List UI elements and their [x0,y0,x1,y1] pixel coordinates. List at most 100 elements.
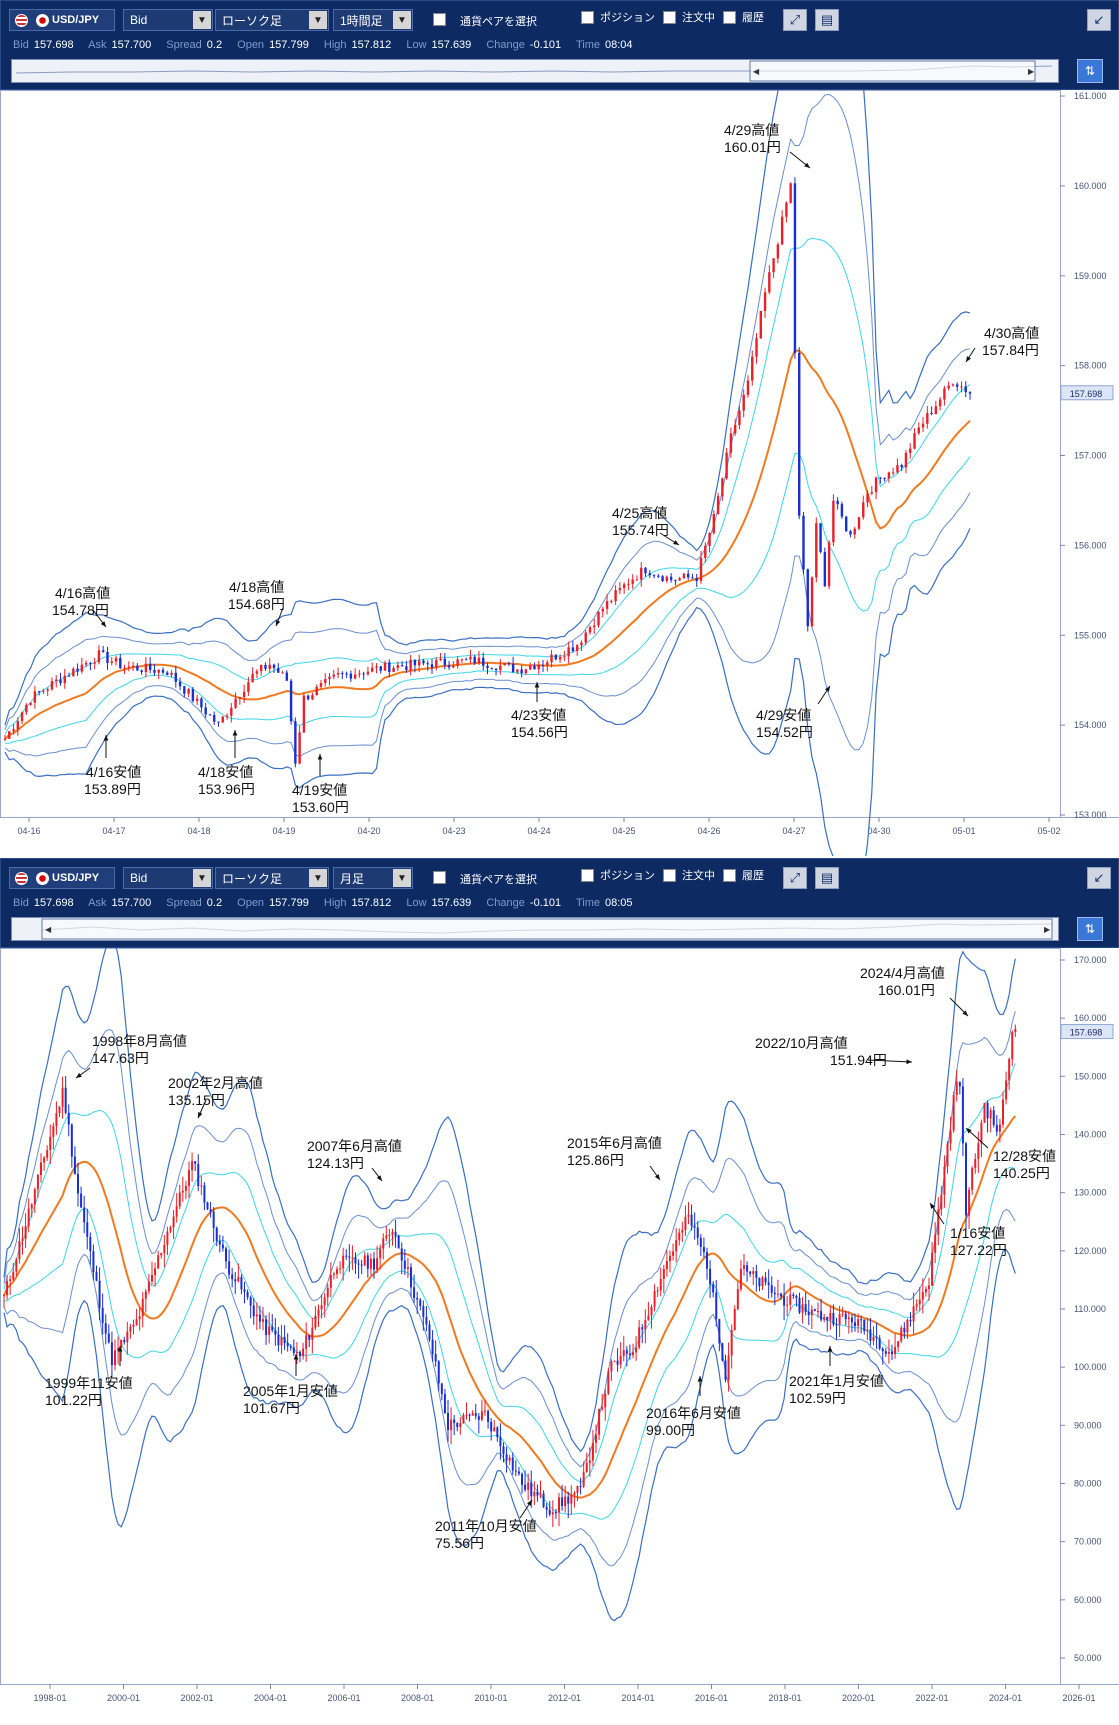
candle-body [674,580,677,582]
select-pair-checkbox[interactable] [433,871,446,884]
price-type-select[interactable]: Bid ▼ [123,9,213,31]
chart-settings-button[interactable]: ⤢ [783,9,807,31]
chart-type-select[interactable]: ローソク足 ▼ [215,9,329,31]
x-tick-label: 2020-01 [842,1693,875,1703]
candle-body [225,1248,227,1262]
candle-body [157,1255,160,1269]
candle-body [460,659,464,661]
candle-body [835,1324,838,1326]
candle-body [792,1294,795,1296]
candle-body [1008,1059,1011,1081]
annotation-title: 1/16安値 [950,1225,1005,1241]
orders-checkbox[interactable] [663,869,676,882]
candle-body [490,1421,493,1432]
chart-navigator-scrollbar[interactable]: ◀ ▶ [11,917,1059,941]
y-tick-label: 170.000 [1074,955,1107,965]
candle-body [961,1086,964,1144]
candle-body [191,689,195,701]
navigator-window-handle[interactable] [749,60,1036,82]
price-type-select[interactable]: Bid ▼ [123,867,213,889]
monthly-candlestick-chart[interactable]: 170.000 160.000 150.000 140.000 130.000 120.0… [0,948,1119,1725]
navigator-window-handle[interactable] [41,918,1053,940]
plot-area [0,948,1061,1685]
candle-body [332,674,335,677]
chart-window-button[interactable]: ▤ [815,9,839,31]
chart-toolbar: USD/JPY Bid ▼ ローソク足 ▼ 1時間足 ▼ 通貨ペアを選択 ポジシ… [0,0,1119,90]
candle-body [853,528,856,535]
candle-body [656,1290,659,1292]
position-checkbox[interactable] [581,11,594,24]
chart-navigator-scrollbar[interactable]: ◀ ▶ [11,59,1059,83]
candle-body [102,650,105,652]
candle-body [373,1258,375,1270]
us-flag-icon [15,13,28,27]
bollinger-upper-1sd [3,1063,1016,1483]
position-checkbox[interactable] [581,869,594,882]
candle-body [422,660,425,664]
symbol-selector[interactable]: USD/JPY [9,9,115,31]
candle-body [618,587,622,591]
candle-body [50,681,54,690]
candle-body [339,1268,342,1270]
minimize-button[interactable]: ↙ [1087,867,1111,889]
candle-body [857,1319,860,1326]
annotation-value: 157.84円 [982,342,1039,358]
candle-body [903,1327,906,1333]
history-checkbox[interactable] [723,869,736,882]
x-tick-label: 04-17 [102,826,125,836]
chart-type-select[interactable]: ローソク足 ▼ [215,867,329,889]
timeframe-select[interactable]: 月足 ▼ [333,867,413,889]
annotation-arrowhead [317,754,323,760]
candle-body [619,1356,622,1365]
candle-body [541,664,545,666]
candle-body [764,1277,767,1283]
history-checkbox[interactable] [723,11,736,24]
candle-body [138,1316,141,1320]
candle-body [89,1236,92,1252]
candle-body [947,385,950,389]
annotation-title: 1999年11安値 [45,1375,133,1391]
candle-body [496,1427,499,1438]
bollinger-upper-1sd [4,237,971,735]
candle-body [749,1271,752,1274]
candle-body [733,1309,736,1330]
candle-body [324,679,327,684]
candle-body [696,1227,699,1238]
chart-settings-button[interactable]: ⤢ [783,867,807,889]
select-pair-checkbox[interactable] [433,13,446,26]
candle-body [114,1350,116,1366]
open-value: 157.799 [269,897,309,909]
candle-body [695,578,698,581]
candle-body [21,1238,24,1242]
candle-body [897,1341,900,1348]
orders-checkbox[interactable] [663,11,676,24]
bollinger-upper-3sd [3,948,1016,1453]
candle-body [169,1227,172,1232]
candle-body [221,716,224,723]
minimize-button[interactable]: ↙ [1087,9,1111,31]
candle-body [33,1189,36,1205]
timeframe-select[interactable]: 1時間足 ▼ [333,9,413,31]
zoom-button[interactable]: ⇅ [1077,59,1103,83]
x-tick-label: 04-26 [697,826,720,836]
candle-body [913,433,916,449]
candle-body [110,661,113,664]
candle-body [392,667,395,673]
candle-body [571,647,575,651]
candle-body [140,670,143,673]
y-tick-label: 80.000 [1074,1479,1102,1489]
candle-body [178,1192,181,1207]
zoom-button[interactable]: ⇅ [1077,917,1103,941]
chart-window-button[interactable]: ▤ [815,867,839,889]
candle-body [669,576,673,581]
symbol-selector[interactable]: USD/JPY [9,867,115,889]
candle-body [251,673,254,683]
candle-body [376,1258,379,1270]
chevron-down-icon: ▼ [393,869,411,887]
candle-body [879,477,882,479]
candle-body [793,183,797,353]
x-tick-label: 2008-01 [401,1693,434,1703]
candle-body [114,657,118,662]
hourly-candlestick-chart[interactable]: 161.000 160.000 159.000 158.000 157.000 156.0… [0,90,1119,856]
candle-body [482,657,485,666]
